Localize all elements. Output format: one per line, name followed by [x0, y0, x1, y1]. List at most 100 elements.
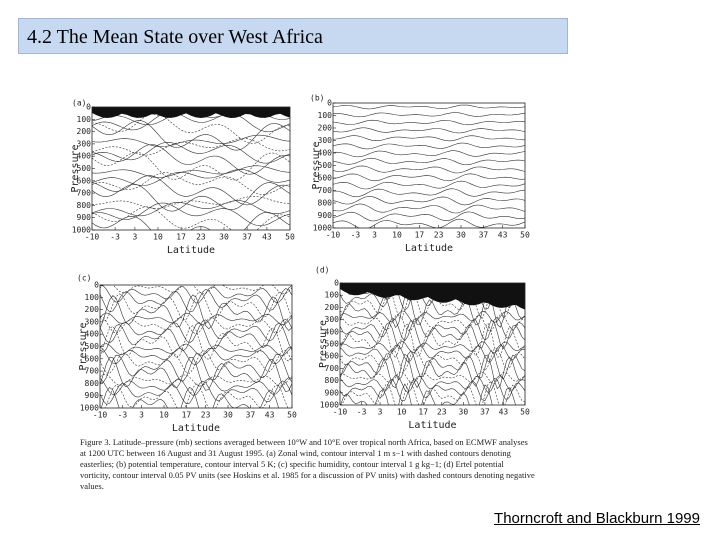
- x-tick-label: 10: [392, 231, 402, 240]
- y-tick-label: 500: [318, 161, 333, 170]
- contour: [100, 325, 292, 362]
- y-tick-label: 700: [77, 189, 92, 198]
- x-axis-label: Latitude: [167, 245, 215, 256]
- x-tick-label: 3: [132, 233, 137, 242]
- contour: [100, 353, 292, 383]
- x-tick-label: 50: [285, 233, 295, 242]
- x-tick-label: 50: [520, 231, 530, 240]
- title-bar: 4.2 The Mean State over West Africa: [18, 18, 568, 54]
- y-tick-label: 0: [334, 279, 339, 288]
- contour: [92, 120, 290, 151]
- x-tick-label: 23: [196, 233, 206, 242]
- y-tick-label: 0: [94, 281, 99, 290]
- x-tick-label: 43: [265, 411, 275, 420]
- y-tick-label: 200: [85, 305, 100, 314]
- contour: [100, 374, 292, 387]
- contour: [100, 315, 292, 335]
- contour: [92, 165, 290, 178]
- x-tick-label: 43: [498, 231, 508, 240]
- x-tick-label: 50: [520, 408, 530, 417]
- y-axis-label: Pressure: [318, 320, 329, 368]
- y-tick-label: 700: [325, 364, 340, 373]
- shaded-region: [92, 107, 290, 118]
- contour: [333, 165, 525, 174]
- shaded-region: [340, 283, 525, 310]
- contour: [100, 285, 292, 304]
- contour: [92, 196, 290, 209]
- y-tick-label: 600: [85, 354, 100, 363]
- y-tick-label: 900: [85, 391, 100, 400]
- contour: [100, 291, 292, 322]
- y-tick-label: 1000: [320, 401, 339, 410]
- contour: [100, 350, 292, 374]
- x-tick-label: 3: [378, 408, 383, 417]
- contour: [100, 285, 292, 295]
- contour: [333, 211, 525, 222]
- contour: [340, 374, 525, 394]
- contour: [340, 377, 525, 402]
- y-tick-label: 200: [325, 303, 340, 312]
- y-tick-label: 300: [85, 317, 100, 326]
- contour: [340, 340, 525, 354]
- contour: [92, 200, 290, 217]
- x-axis-label: Latitude: [172, 423, 220, 434]
- contour: [100, 288, 292, 313]
- contour: [92, 144, 290, 175]
- contour: [333, 218, 525, 228]
- contour: [92, 175, 290, 206]
- contour: [100, 386, 279, 408]
- x-tick-label: -3: [110, 233, 120, 242]
- x-tick-label: 10: [397, 408, 407, 417]
- y-tick-label: 800: [85, 379, 100, 388]
- panel-label: (a): [72, 99, 86, 108]
- y-axis-label: Pressure: [311, 141, 322, 189]
- x-tick-label: 3: [139, 411, 144, 420]
- contour: [340, 310, 525, 323]
- y-tick-label: 100: [325, 291, 340, 300]
- y-tick-label: 700: [318, 186, 333, 195]
- y-tick-label: 500: [77, 164, 92, 173]
- x-tick-label: 10: [153, 233, 163, 242]
- plot-frame: [99, 284, 293, 409]
- x-tick-label: 23: [201, 411, 211, 420]
- panel-label: (c): [77, 274, 91, 283]
- contours: [340, 283, 525, 405]
- contour: [333, 104, 525, 110]
- y-tick-label: 500: [85, 342, 100, 351]
- contours: [100, 285, 292, 408]
- contour: [100, 318, 292, 344]
- y-tick-label: 1000: [72, 226, 91, 235]
- citation: Thorncroft and Blackburn 1999: [494, 510, 700, 527]
- contour: [333, 180, 525, 190]
- x-tick-label: -10: [85, 233, 100, 242]
- contour: [333, 135, 525, 142]
- y-tick-label: 200: [318, 124, 333, 133]
- y-tick-label: 100: [85, 293, 100, 302]
- contour: [100, 380, 292, 405]
- y-tick-label: 400: [318, 149, 333, 158]
- contour: [92, 141, 290, 164]
- y-tick-label: 100: [318, 111, 333, 120]
- contour: [100, 357, 292, 393]
- panel-label: (b): [310, 94, 324, 103]
- x-tick-label: 17: [176, 233, 186, 242]
- contour: [340, 347, 525, 372]
- x-tick-label: -10: [333, 408, 348, 417]
- y-tick-label: 800: [318, 199, 333, 208]
- x-tick-label: 23: [437, 408, 447, 417]
- contours: [92, 107, 290, 230]
- y-tick-label: 600: [77, 176, 92, 185]
- y-tick-label: 800: [325, 376, 340, 385]
- y-tick-label: 700: [85, 367, 100, 376]
- contour: [333, 173, 525, 182]
- contour: [340, 313, 525, 332]
- x-tick-label: 43: [262, 233, 272, 242]
- contour: [340, 380, 525, 405]
- contour: [333, 157, 525, 166]
- contour: [100, 343, 292, 356]
- contour: [333, 196, 525, 206]
- contour: [340, 316, 525, 342]
- contour: [92, 182, 290, 212]
